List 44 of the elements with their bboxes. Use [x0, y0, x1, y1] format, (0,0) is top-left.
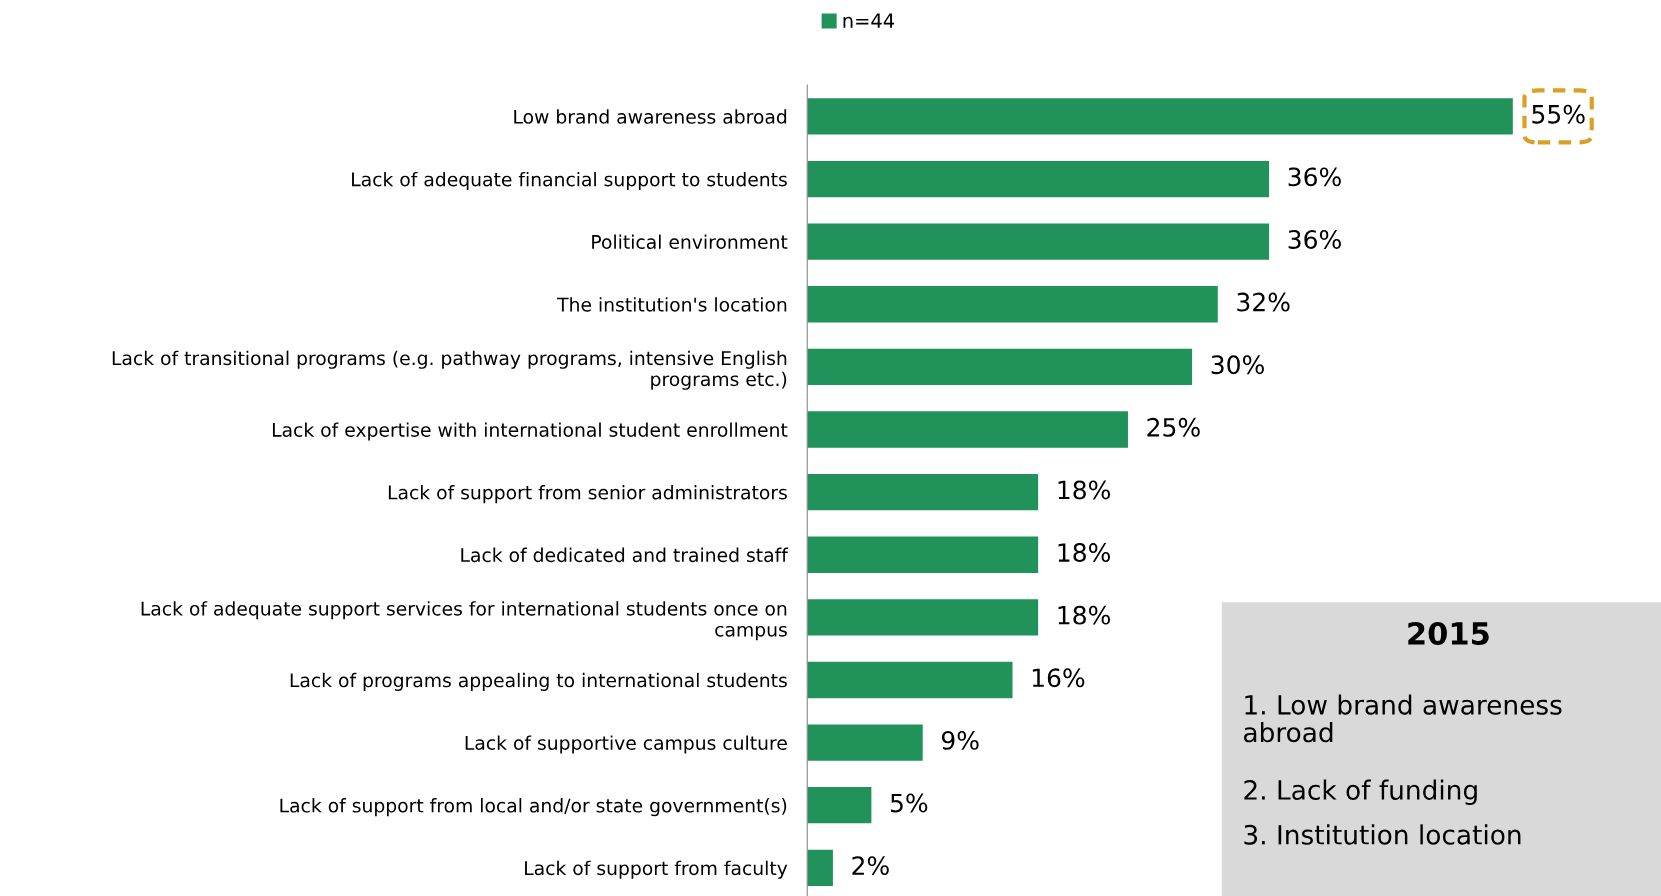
y-tick-label: Lack of support from faculty — [525, 860, 788, 879]
y-tick-label: Lack of adequate financial support to students — [352, 171, 787, 191]
legend-label: n=44 — [843, 13, 895, 28]
annotation: 2015 — [1408, 621, 1489, 646]
data-label: 9% — [941, 730, 979, 750]
data-label: 16% — [1032, 668, 1085, 688]
y-tick-label: Lack of supportive campus culture — [465, 735, 787, 754]
y-tick-label: Lack of dedicated and trained staff — [461, 547, 789, 563]
data-label: 32% — [1237, 292, 1290, 312]
bar — [807, 787, 872, 824]
data-label: 18% — [1058, 543, 1110, 562]
y-tick-label: Political environment — [592, 234, 788, 250]
bar — [807, 661, 1013, 699]
bar — [807, 849, 833, 886]
bar — [807, 536, 1039, 573]
bar — [807, 724, 923, 761]
bar — [807, 286, 1218, 323]
bar — [807, 348, 1193, 386]
y-tick-label: Lack of transitional programs (e.g. pathway programs, intensive English programs etc.) — [112, 350, 787, 390]
bar — [807, 160, 1270, 198]
y-tick-label: Lack of expertise with international student enrollment — [272, 422, 788, 441]
bar — [807, 473, 1039, 511]
data-label: 18% — [1058, 480, 1110, 500]
data-label: 30% — [1211, 355, 1264, 375]
data-label: 36% — [1288, 230, 1341, 249]
data-label: 25% — [1147, 417, 1200, 437]
data-label: 55% — [1532, 104, 1585, 124]
data-label: 2% — [852, 856, 889, 876]
y-tick-label: Lack of support from senior administrators — [388, 485, 787, 504]
bar — [807, 411, 1128, 448]
bar — [807, 599, 1039, 636]
annotation: 1. Low brand awareness abroad — [1244, 694, 1562, 743]
bar — [807, 98, 1513, 135]
annotation: 3. Institution location — [1244, 824, 1521, 845]
bar — [807, 223, 1270, 260]
y-tick-label: Low brand awareness abroad — [514, 109, 787, 124]
y-tick-label: Lack of programs appealing to international students — [290, 672, 787, 691]
y-tick-label: Lack of adequate support services for international students once on campus — [141, 601, 787, 641]
annotation: 2. Lack of funding — [1244, 779, 1477, 806]
y-tick-label: Lack of support from local and/or state government(s) — [280, 798, 787, 817]
data-label: 18% — [1058, 605, 1110, 625]
data-label: 36% — [1288, 167, 1341, 187]
data-label: 5% — [890, 793, 928, 813]
y-tick-label: The institution's location — [557, 297, 787, 312]
